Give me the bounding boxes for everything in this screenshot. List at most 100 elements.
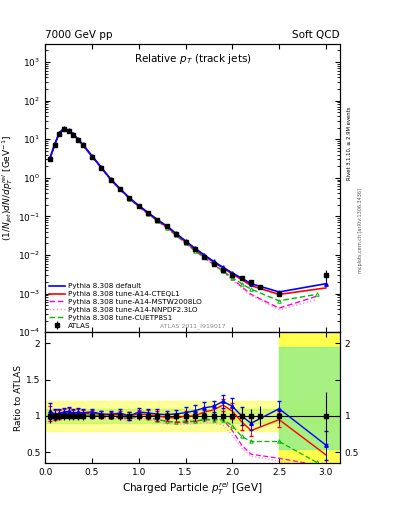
Pythia 8.308 default [183,238,188,244]
Pythia 8.308 tune-A14-NNPDF2.3LO [90,154,94,160]
Pythia 8.308 tune-A14-CTEQL1 [174,231,178,238]
Text: Soft QCD: Soft QCD [292,30,340,40]
Pythia 8.308 tune-A14-NNPDF2.3LO [66,128,71,134]
Pythia 8.308 tune-A14-CTEQL1 [48,156,52,162]
Pythia 8.308 tune-A14-MSTW2008LO [183,240,188,246]
Pythia 8.308 tune-CUETP8S1 [66,127,71,134]
Bar [45,409,340,423]
Pythia 8.308 tune-A14-CTEQL1 [202,253,207,259]
Pythia 8.308 tune-A14-CTEQL1 [71,131,75,137]
Text: Rivet 3.1.10, ≥ 2.9M events: Rivet 3.1.10, ≥ 2.9M events [347,106,352,180]
Pythia 8.308 tune-A14-CTEQL1 [183,239,188,245]
Pythia 8.308 tune-A14-MSTW2008LO [165,225,169,231]
Pythia 8.308 default [62,125,66,132]
Pythia 8.308 tune-A14-NNPDF2.3LO [249,292,253,298]
Pythia 8.308 tune-A14-MSTW2008LO [249,291,253,297]
Pythia 8.308 tune-A14-MSTW2008LO [277,305,281,311]
Pythia 8.308 tune-A14-MSTW2008LO [155,218,160,224]
Pythia 8.308 tune-CUETP8S1 [127,196,132,202]
Pythia 8.308 tune-A14-CTEQL1 [155,217,160,223]
Pythia 8.308 tune-A14-MSTW2008LO [75,137,80,143]
Pythia 8.308 tune-A14-MSTW2008LO [174,232,178,239]
Pythia 8.308 tune-A14-CTEQL1 [230,271,235,277]
Pythia 8.308 tune-A14-NNPDF2.3LO [183,241,188,247]
Pythia 8.308 default [323,281,328,287]
Pythia 8.308 tune-CUETP8S1 [146,210,151,217]
Pythia 8.308 tune-CUETP8S1 [80,142,85,148]
Pythia 8.308 tune-A14-CTEQL1 [136,203,141,209]
Pythia 8.308 tune-A14-MSTW2008LO [66,127,71,134]
Pythia 8.308 tune-A14-NNPDF2.3LO [75,137,80,143]
Line: Pythia 8.308 tune-A14-NNPDF2.3LO: Pythia 8.308 tune-A14-NNPDF2.3LO [50,129,316,310]
Pythia 8.308 tune-A14-MSTW2008LO [118,187,122,193]
Pythia 8.308 tune-A14-NNPDF2.3LO [314,296,319,303]
Pythia 8.308 default [71,131,75,137]
Pythia 8.308 tune-A14-CTEQL1 [127,195,132,201]
Pythia 8.308 tune-CUETP8S1 [230,274,235,281]
Pythia 8.308 tune-CUETP8S1 [314,291,319,297]
Pythia 8.308 tune-A14-NNPDF2.3LO [239,285,244,291]
Pythia 8.308 tune-A14-MSTW2008LO [52,142,57,148]
Pythia 8.308 tune-A14-CTEQL1 [90,153,94,159]
Pythia 8.308 tune-A14-CTEQL1 [75,136,80,142]
Pythia 8.308 tune-CUETP8S1 [71,132,75,138]
Pythia 8.308 tune-CUETP8S1 [183,240,188,246]
Pythia 8.308 tune-CUETP8S1 [90,154,94,160]
Pythia 8.308 tune-CUETP8S1 [48,156,52,162]
Pythia 8.308 tune-A14-CTEQL1 [52,142,57,148]
Pythia 8.308 tune-A14-MSTW2008LO [136,204,141,210]
Pythia 8.308 default [52,142,57,148]
Pythia 8.308 tune-A14-CTEQL1 [66,127,71,134]
Pythia 8.308 tune-A14-MSTW2008LO [230,276,235,282]
Pythia 8.308 tune-A14-NNPDF2.3LO [136,204,141,210]
Pythia 8.308 default [174,230,178,237]
Pythia 8.308 tune-A14-NNPDF2.3LO [118,187,122,193]
Line: Pythia 8.308 tune-A14-MSTW2008LO: Pythia 8.308 tune-A14-MSTW2008LO [50,129,316,308]
Pythia 8.308 tune-A14-NNPDF2.3LO [108,177,113,183]
Pythia 8.308 tune-A14-CTEQL1 [57,130,62,136]
X-axis label: Charged Particle $p_T^{rel}$ [GeV]: Charged Particle $p_T^{rel}$ [GeV] [122,480,263,497]
Pythia 8.308 tune-A14-CTEQL1 [239,276,244,283]
Y-axis label: $(1/N_{jet})dN/dp_T^{rel}$ [GeV$^{-1}$]: $(1/N_{jet})dN/dp_T^{rel}$ [GeV$^{-1}$] [0,135,15,241]
Pythia 8.308 tune-A14-NNPDF2.3LO [220,269,225,275]
Pythia 8.308 tune-A14-MSTW2008LO [239,284,244,290]
Pythia 8.308 tune-A14-CTEQL1 [80,142,85,148]
Pythia 8.308 tune-CUETP8S1 [108,177,113,183]
Pythia 8.308 tune-A14-CTEQL1 [108,176,113,182]
Pythia 8.308 default [165,223,169,229]
Pythia 8.308 tune-CUETP8S1 [174,232,178,239]
Pythia 8.308 tune-CUETP8S1 [239,281,244,287]
Pythia 8.308 tune-A14-NNPDF2.3LO [211,262,216,268]
Pythia 8.308 tune-CUETP8S1 [249,286,253,292]
Pythia 8.308 tune-CUETP8S1 [75,137,80,143]
Pythia 8.308 tune-CUETP8S1 [165,225,169,231]
Pythia 8.308 tune-A14-NNPDF2.3LO [165,225,169,231]
Pythia 8.308 default [118,186,122,192]
Pythia 8.308 tune-CUETP8S1 [220,268,225,274]
Pythia 8.308 tune-CUETP8S1 [155,218,160,224]
Text: mcplots.cern.ch [arXiv:1306.3436]: mcplots.cern.ch [arXiv:1306.3436] [358,188,363,273]
Pythia 8.308 tune-A14-CTEQL1 [62,125,66,132]
Pythia 8.308 tune-A14-MSTW2008LO [314,293,319,300]
Pythia 8.308 tune-CUETP8S1 [202,254,207,261]
Line: Pythia 8.308 tune-A14-CTEQL1: Pythia 8.308 tune-A14-CTEQL1 [50,129,326,294]
Pythia 8.308 tune-A14-NNPDF2.3LO [202,255,207,261]
Pythia 8.308 default [220,264,225,270]
Pythia 8.308 tune-A14-NNPDF2.3LO [277,307,281,313]
Pythia 8.308 tune-A14-NNPDF2.3LO [174,233,178,239]
Pythia 8.308 default [127,195,132,201]
Pythia 8.308 tune-A14-MSTW2008LO [220,268,225,274]
Pythia 8.308 tune-A14-NNPDF2.3LO [52,142,57,148]
Pythia 8.308 default [48,155,52,161]
Pythia 8.308 tune-A14-MSTW2008LO [57,131,62,137]
Pythia 8.308 tune-A14-CTEQL1 [146,210,151,216]
Pythia 8.308 tune-CUETP8S1 [136,203,141,209]
Pythia 8.308 tune-CUETP8S1 [211,261,216,267]
Line: Pythia 8.308 tune-CUETP8S1: Pythia 8.308 tune-CUETP8S1 [50,129,316,301]
Text: 7000 GeV pp: 7000 GeV pp [45,30,113,40]
Pythia 8.308 default [80,141,85,147]
Pythia 8.308 tune-A14-MSTW2008LO [127,196,132,202]
Pythia 8.308 tune-A14-NNPDF2.3LO [80,142,85,148]
Pythia 8.308 default [136,203,141,209]
Pythia 8.308 tune-CUETP8S1 [52,142,57,148]
